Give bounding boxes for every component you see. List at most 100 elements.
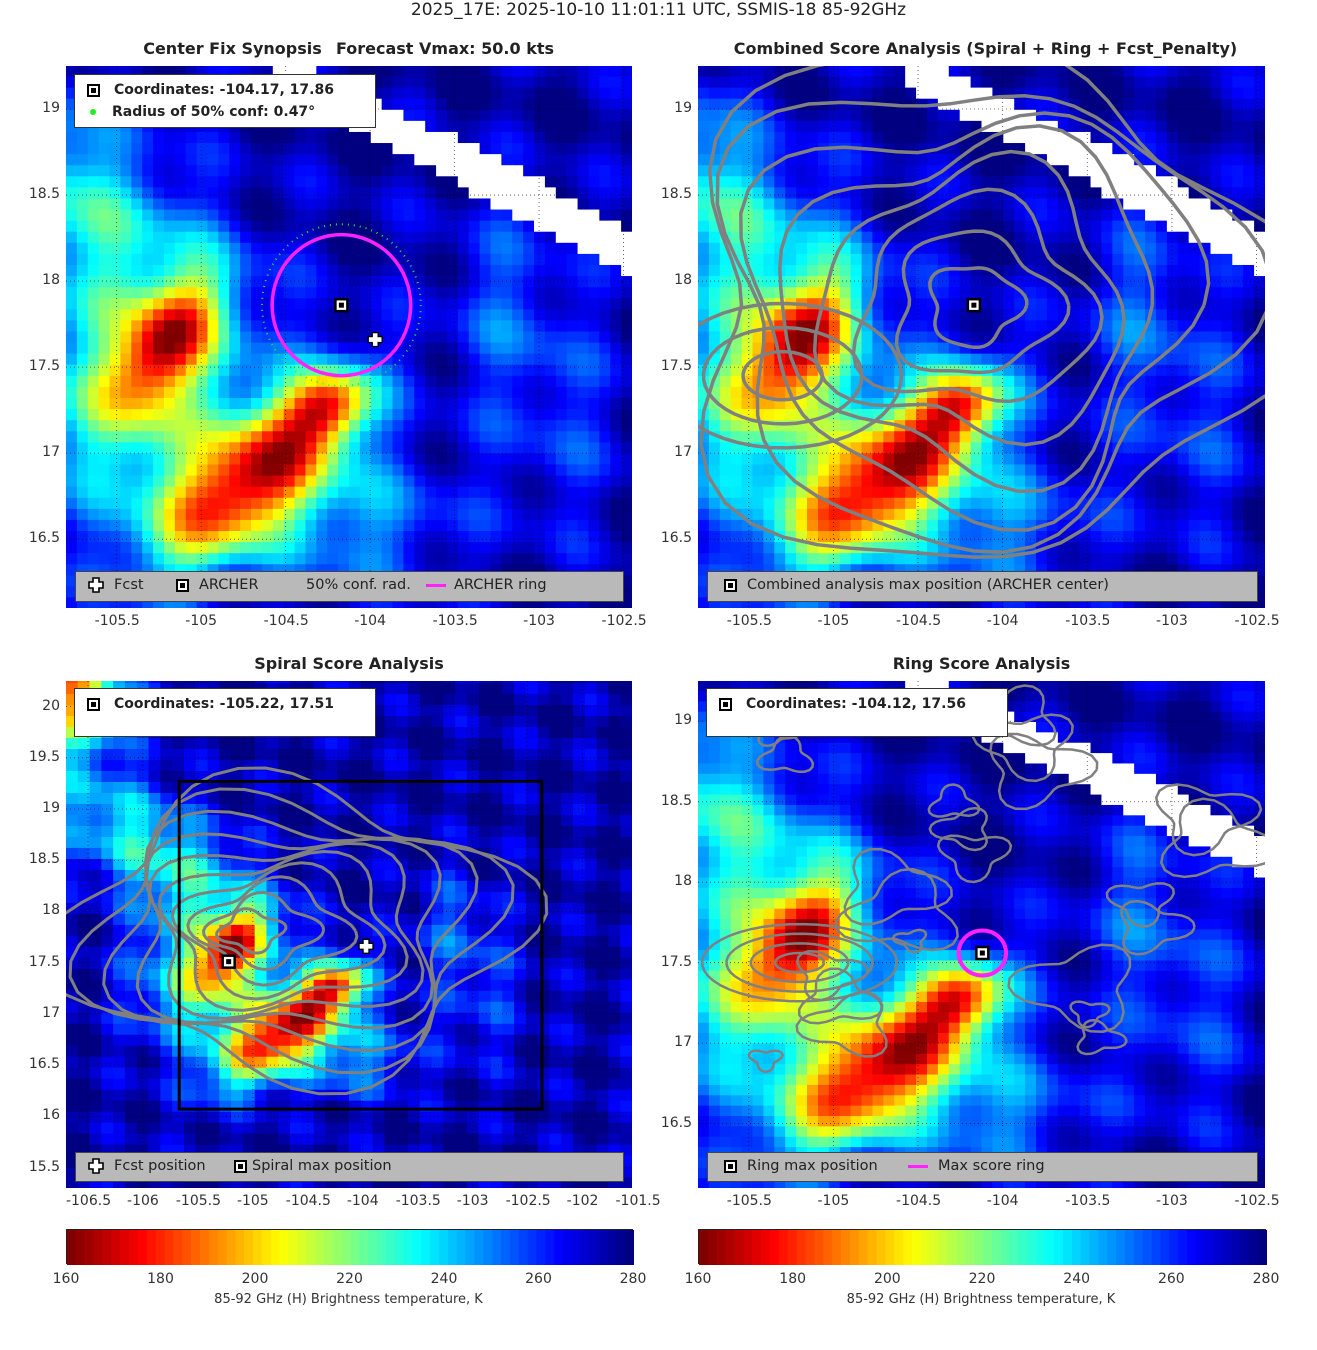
- combined-inner-contour-1: [741, 349, 824, 402]
- colorbar-tick: 180: [147, 1271, 174, 1287]
- spiral-xtick: -106.5: [65, 1193, 112, 1209]
- spiral-legend: Fcst position Spiral max position: [75, 1152, 624, 1182]
- synopsis-legend: Fcst ARCHER 50% conf. rad. ARCHER ring: [75, 571, 624, 602]
- colorbar-tick: 200: [873, 1271, 901, 1287]
- legend-ring-max: Ring max position: [724, 1158, 878, 1174]
- colorbar-tick: 220: [336, 1271, 363, 1287]
- ring-ytick: 18: [674, 873, 692, 890]
- synopsis-coords: Coordinates: -104.17, 17.86: [114, 82, 334, 98]
- combined-heatmap-cells: [698, 66, 1265, 608]
- spiral-xtick: -105.5: [175, 1193, 222, 1209]
- combined-xtick: -105.5: [726, 613, 772, 629]
- ring-contour-15: [1159, 797, 1265, 879]
- colorbar-gradient-0: [67, 1230, 635, 1265]
- spiral-search-box: [177, 779, 544, 1111]
- ring-contour-5: [1007, 943, 1132, 1033]
- synopsis-heatmap-cells: [66, 66, 632, 608]
- legend-fcst-position: Fcst position: [88, 1158, 206, 1174]
- combined-contour-8: [699, 66, 1265, 559]
- combined-ytick: 16.5: [660, 530, 692, 547]
- combined-max-marker-dot: [971, 302, 977, 308]
- fcst-cross-icon: [88, 1158, 104, 1174]
- archer-marker-icon: [176, 578, 189, 592]
- combined-ytick: 19: [674, 100, 692, 117]
- synopsis-title: Center Fix Synopsis: [143, 39, 322, 58]
- archer-ring: [270, 232, 413, 378]
- spiral-svg: [66, 681, 632, 1188]
- synopsis-ytick: 19: [42, 100, 60, 117]
- combined-xtick: -105: [817, 613, 850, 629]
- spiral-xtick: -104.5: [285, 1193, 331, 1209]
- combined-contour-1: [928, 266, 1029, 350]
- conf-dot-icon: [90, 109, 96, 115]
- spiral-xtick: -105: [236, 1193, 269, 1209]
- ring-contour-18: [891, 928, 928, 954]
- colorbar-tick: 160: [684, 1271, 712, 1287]
- ring-xtick: -105.5: [726, 1193, 772, 1209]
- spiral-gridlines: [66, 681, 632, 1188]
- colorbar-tick: 180: [779, 1271, 807, 1287]
- synopsis-xtick: -105: [185, 613, 218, 629]
- spiral-fcst-marker: [358, 938, 374, 954]
- synopsis-xtick: -103: [523, 613, 555, 629]
- colorbar-tick: 260: [525, 1271, 552, 1287]
- legend-spiral-max: Spiral max position: [234, 1158, 392, 1174]
- synopsis-fcst-marker: [367, 331, 383, 348]
- legend-ring: ARCHER ring: [426, 577, 547, 593]
- synopsis-radius-row: Radius of 50% conf: 0.47°: [87, 104, 315, 120]
- ring-svg: [698, 681, 1265, 1188]
- synopsis-ytick: 18.5: [28, 186, 60, 203]
- ring-xtick: -103: [1156, 1193, 1188, 1209]
- synopsis-info-box: Coordinates: -104.17, 17.86 Radius of 50…: [74, 74, 376, 128]
- synopsis-coords-row: Coordinates: -104.17, 17.86: [87, 82, 334, 98]
- spiral-xtick: -102.5: [505, 1193, 551, 1209]
- ring-marker-icon: [719, 697, 732, 711]
- magenta-line-icon: [908, 1164, 928, 1168]
- combined-svg: [698, 66, 1265, 608]
- spiral-ytick: 16.5: [28, 1056, 60, 1073]
- combined-inner-contour-3: [698, 301, 904, 450]
- combined-contours: [698, 66, 1265, 559]
- spiral-xtick: -102: [566, 1193, 599, 1209]
- spiral-ytick: 19: [42, 800, 60, 817]
- combined-contour-4: [812, 149, 1126, 447]
- ring-core-contour-3: [725, 932, 874, 993]
- colorbar-gradient-1: [699, 1230, 1268, 1265]
- spiral-marker-icon: [87, 697, 100, 711]
- synopsis-radius: Radius of 50% conf: 0.47°: [112, 104, 316, 120]
- ring-ytick: 19: [674, 712, 692, 729]
- colorbar-right-label: 85-92 GHz (H) Brightness temperature, K: [846, 1292, 1116, 1307]
- ring-xtick: -105: [817, 1193, 850, 1209]
- ring-contour-21: [1076, 1018, 1128, 1056]
- ring-contour-12: [971, 713, 1074, 783]
- spiral-ytick: 17.5: [28, 953, 60, 970]
- synopsis-xtick: -104.5: [263, 613, 309, 629]
- ring-max-marker-dot: [979, 950, 985, 956]
- ring-ytick: 17: [674, 1034, 692, 1051]
- spiral-contour-10: [66, 766, 549, 1096]
- legend-max-ring: Max score ring: [908, 1158, 1045, 1174]
- combined-xtick: -103.5: [1065, 613, 1111, 629]
- ring-xtick: -102.5: [1234, 1193, 1280, 1209]
- colorbar-tick: 160: [52, 1271, 80, 1287]
- combined-contour-2: [894, 229, 1071, 375]
- colorbar-tick: 260: [1157, 1271, 1185, 1287]
- combined-ytick: 17.5: [660, 358, 692, 375]
- colorbar-tick: 240: [430, 1271, 458, 1287]
- spiral-ytick: 16: [42, 1107, 60, 1124]
- max-score-ring: [956, 928, 1009, 978]
- ring-coords-row: Coordinates: -104.12, 17.56: [719, 696, 966, 712]
- ring-legend: Ring max position Max score ring: [707, 1152, 1258, 1182]
- colorbar-tick: 220: [968, 1271, 996, 1287]
- combined-xtick: -103: [1156, 613, 1188, 629]
- spiral-ytick: 17: [42, 1004, 60, 1021]
- combined-contour-3: [851, 187, 1104, 404]
- combined-xtick: -104: [986, 613, 1019, 629]
- synopsis-vmax-title: Forecast Vmax: 50.0 kts: [335, 39, 555, 58]
- spiral-marker-icon: [234, 1159, 247, 1173]
- ring-core-contour-4: [701, 922, 899, 1003]
- spiral-title: Spiral Score Analysis: [254, 654, 444, 673]
- ring-contour-10: [834, 867, 959, 952]
- spiral-contour-3: [186, 875, 359, 987]
- synopsis-ytick: 18: [42, 272, 60, 289]
